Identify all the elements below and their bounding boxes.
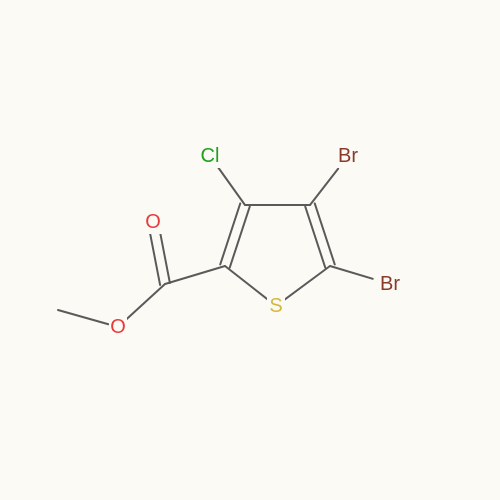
bond bbox=[220, 203, 240, 264]
bond bbox=[160, 231, 170, 283]
bond bbox=[218, 167, 245, 205]
bond bbox=[305, 207, 325, 268]
atom-label-br: Br bbox=[338, 145, 358, 167]
atom-label-br: Br bbox=[380, 273, 400, 295]
molecule-diagram: S Cl Br Br O O bbox=[0, 0, 500, 500]
bond bbox=[310, 169, 338, 205]
bond bbox=[230, 207, 250, 268]
bond bbox=[125, 284, 165, 320]
bond bbox=[330, 266, 373, 279]
atom-label-cl: Cl bbox=[201, 145, 220, 167]
bond bbox=[225, 266, 268, 300]
bond bbox=[150, 233, 160, 285]
atom-label-s: S bbox=[269, 295, 282, 317]
atom-label-o: O bbox=[145, 211, 161, 233]
bond bbox=[165, 266, 225, 284]
bond bbox=[58, 310, 108, 324]
bond bbox=[284, 266, 330, 300]
atom-label-o: O bbox=[110, 316, 126, 338]
bond bbox=[315, 203, 335, 264]
